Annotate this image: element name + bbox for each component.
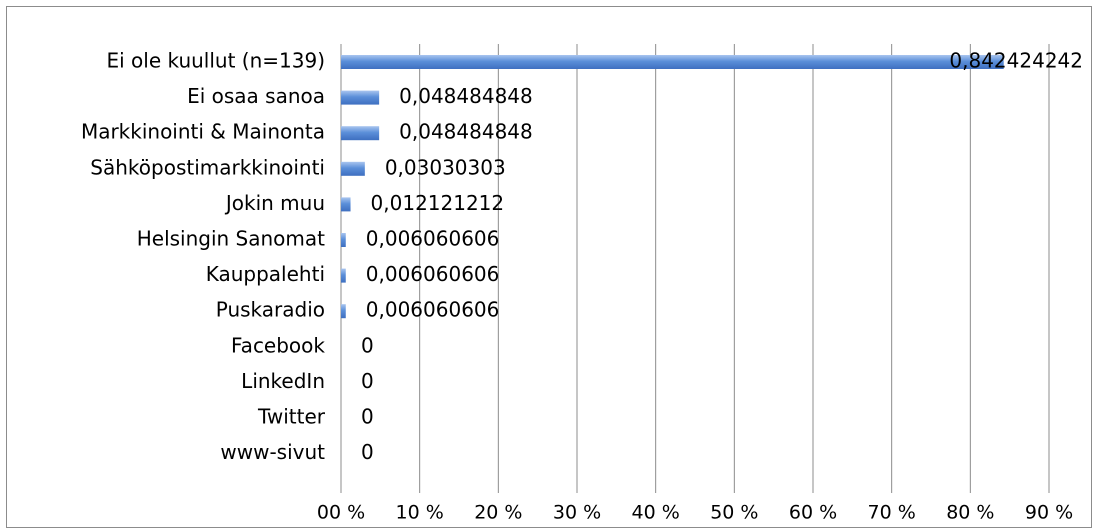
category-label: Facebook [231, 333, 325, 357]
x-tick-label: 70 % [868, 502, 916, 524]
x-axis-tick-labels: 00 % 10 % 20 % 30 % 40 % 50 % 60 % 70 % 80 % 90 % [317, 502, 1073, 524]
data-label: 0 [361, 369, 374, 393]
data-label: 0 [361, 405, 374, 429]
data-label: 0,012121212 [371, 191, 505, 215]
bar [341, 161, 365, 176]
category-label: Kauppalehti [206, 262, 325, 286]
bars [341, 55, 1004, 319]
data-label: 0 [361, 333, 374, 357]
x-tick-label: 40 % [632, 502, 680, 524]
x-tick-label: 90 % [1025, 502, 1073, 524]
bar-chart: Ei ole kuullut (n=139) Ei osaa sanoa Markk… [81, 44, 1083, 524]
category-label: Puskaradio [216, 298, 325, 322]
category-label: LinkedIn [241, 369, 325, 393]
data-label: 0,048484848 [399, 120, 533, 144]
x-tick-label: 10 % [396, 502, 444, 524]
bar [341, 126, 380, 141]
data-label: 0,006060606 [366, 227, 500, 251]
category-label: Ei osaa sanoa [187, 84, 325, 108]
category-labels: Ei ole kuullut (n=139) Ei osaa sanoa Markk… [81, 49, 326, 465]
data-label: 0,006060606 [366, 298, 500, 322]
data-labels: 0,842424242 0,048484848 0,048484848 0,03030… [361, 49, 1083, 465]
x-tick-label: 60 % [789, 502, 837, 524]
category-label: Twitter [257, 405, 326, 429]
category-label: Helsingin Sanomat [137, 227, 325, 251]
bar [341, 55, 1004, 69]
data-label: 0,006060606 [366, 262, 500, 286]
bar [341, 90, 380, 105]
x-tick-label: 20 % [474, 502, 522, 524]
x-tick-label: 00 % [317, 502, 365, 524]
bar [341, 197, 351, 212]
category-label: Sähköpostimarkkinointi [90, 155, 325, 179]
data-label: 0,048484848 [399, 84, 533, 108]
bar [341, 268, 346, 283]
bar [341, 233, 346, 247]
data-label: 0,03030303 [385, 155, 506, 179]
bar [341, 304, 346, 319]
category-label: Markkinointi & Mainonta [81, 120, 325, 144]
category-label: Jokin muu [224, 191, 325, 215]
grid-lines [340, 44, 1050, 493]
category-label: Ei ole kuullut (n=139) [106, 49, 325, 73]
x-tick-label: 50 % [710, 502, 758, 524]
data-label: 0 [361, 440, 374, 464]
x-tick-label: 30 % [553, 502, 601, 524]
category-label: www-sivut [220, 440, 325, 464]
x-tick-label: 80 % [946, 502, 994, 524]
data-label: 0,842424242 [949, 49, 1083, 73]
chart-frame: Ei ole kuullut (n=139) Ei osaa sanoa Markk… [6, 6, 1092, 528]
